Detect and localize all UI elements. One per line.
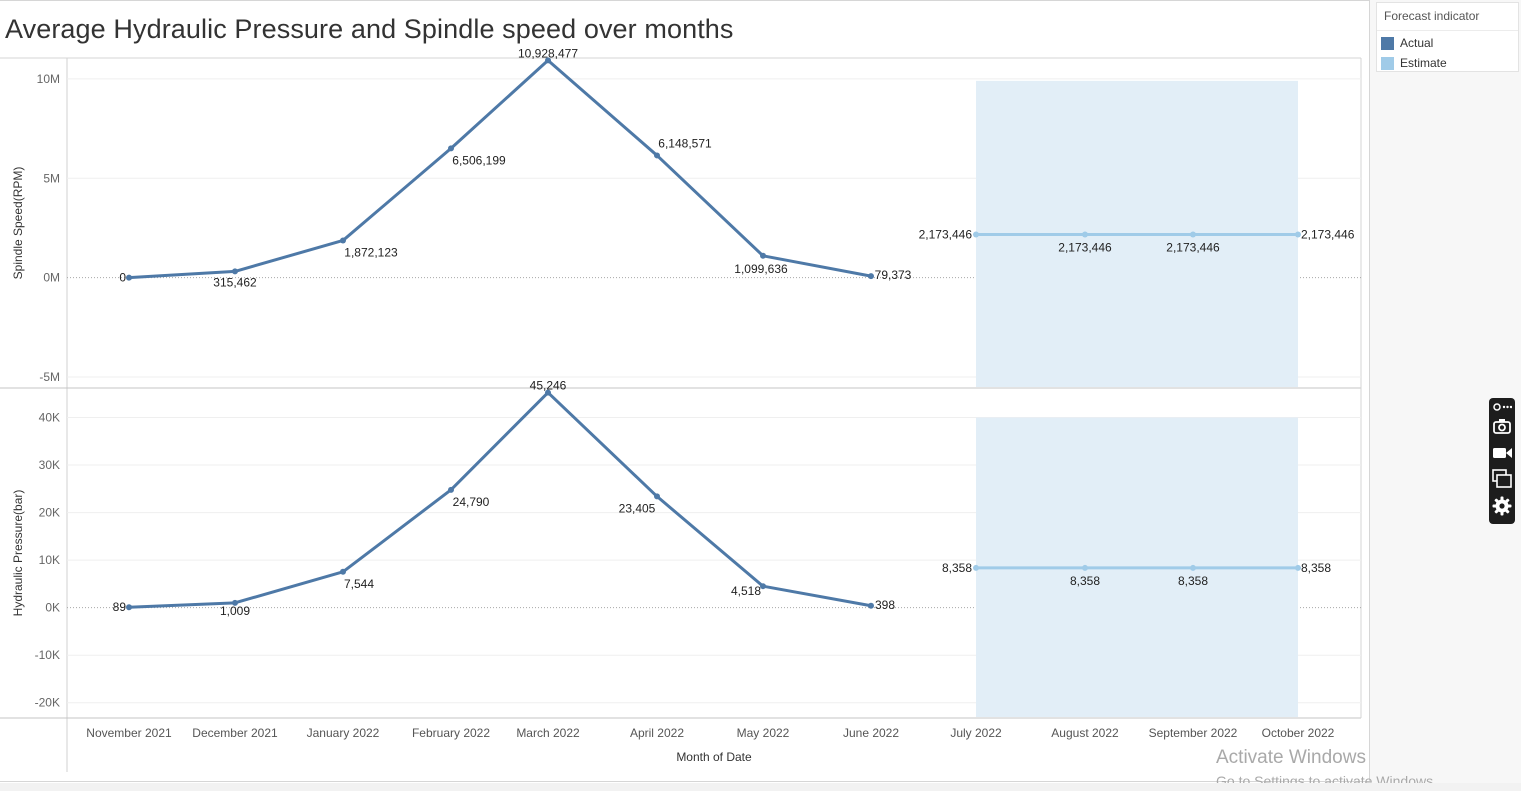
legend[interactable]: Forecast indicator Actual Estimate <box>1376 2 1519 72</box>
video-icon[interactable] <box>1492 443 1512 463</box>
side-panel <box>1370 0 1521 791</box>
estimate-point[interactable] <box>1082 564 1088 571</box>
actual-data-label: 6,506,199 <box>452 153 506 167</box>
estimate-point[interactable] <box>973 231 979 238</box>
actual-point[interactable] <box>232 268 238 275</box>
y-tick-label: -5M <box>39 370 60 384</box>
x-tick-label: October 2022 <box>1262 726 1335 740</box>
x-tick-label: July 2022 <box>950 726 1002 740</box>
estimate-data-label: 8,358 <box>942 561 972 575</box>
estimate-data-label: 2,173,446 <box>919 227 973 241</box>
y-tick-label: -20K <box>35 696 60 710</box>
actual-data-label: 4,518 <box>731 584 761 598</box>
actual-data-label: 1,009 <box>220 604 250 618</box>
capture-toolbar <box>1489 398 1515 524</box>
legend-item-estimate[interactable]: Estimate <box>1381 55 1447 71</box>
actual-data-label: 45,246 <box>530 379 567 393</box>
estimate-data-label: 8,358 <box>1178 574 1208 588</box>
actual-point[interactable] <box>340 568 346 575</box>
x-tick-label: January 2022 <box>307 726 380 740</box>
gear-icon[interactable] <box>1492 496 1512 516</box>
actual-data-label: 89 <box>113 600 127 614</box>
actual-data-label: 1,872,123 <box>344 245 398 259</box>
actual-point[interactable] <box>448 486 454 493</box>
actual-point[interactable] <box>545 57 551 64</box>
x-tick-label: May 2022 <box>737 726 790 740</box>
y-tick-label: 5M <box>43 171 60 185</box>
estimate-data-label: 2,173,446 <box>1058 240 1112 254</box>
window-icon[interactable] <box>1492 469 1512 489</box>
x-tick-label: April 2022 <box>630 726 684 740</box>
actual-swatch <box>1381 36 1394 50</box>
legend-label-actual: Actual <box>1400 36 1434 50</box>
legend-divider <box>1377 30 1518 31</box>
x-tick-label: December 2021 <box>192 726 278 740</box>
actual-data-label: 7,544 <box>344 577 374 591</box>
actual-data-label: 10,928,477 <box>518 46 578 60</box>
chart-title: Average Hydraulic Pressure and Spindle s… <box>5 14 734 44</box>
watermark-line1: Activate Windows <box>1216 747 1366 768</box>
y-tick-label: -10K <box>35 648 60 662</box>
actual-data-label: 79,373 <box>875 268 912 282</box>
legend-item-actual[interactable]: Actual <box>1381 35 1433 51</box>
estimate-point[interactable] <box>1190 231 1196 238</box>
actual-point[interactable] <box>126 604 132 611</box>
x-axis-title: Month of Date <box>676 750 752 764</box>
y-tick-label: 0M <box>43 271 60 285</box>
actual-point[interactable] <box>448 145 454 152</box>
estimate-point[interactable] <box>1295 564 1301 571</box>
actual-data-label: 23,405 <box>619 501 656 515</box>
y-tick-label: 20K <box>39 506 60 520</box>
actual-point[interactable] <box>340 237 346 244</box>
estimate-data-label: 2,173,446 <box>1166 240 1220 254</box>
estimate-swatch <box>1381 56 1394 70</box>
estimate-data-label: 8,358 <box>1070 574 1100 588</box>
camera-icon[interactable] <box>1492 416 1512 436</box>
y-tick-label: 30K <box>39 458 60 472</box>
actual-point[interactable] <box>126 274 132 281</box>
actual-point[interactable] <box>232 599 238 606</box>
actual-point[interactable] <box>760 252 766 259</box>
actual-data-label: 1,099,636 <box>734 262 788 276</box>
estimate-point[interactable] <box>973 564 979 571</box>
legend-label-estimate: Estimate <box>1400 56 1447 70</box>
actual-point[interactable] <box>760 583 766 590</box>
estimate-point[interactable] <box>1295 231 1301 238</box>
actual-point[interactable] <box>654 493 660 500</box>
estimate-point[interactable] <box>1082 231 1088 238</box>
x-tick-label: September 2022 <box>1149 726 1238 740</box>
estimate-data-label: 2,173,446 <box>1301 227 1355 241</box>
y-tick-label: 10M <box>37 72 60 86</box>
estimate-data-label: 8,358 <box>1301 561 1331 575</box>
pin-icon[interactable] <box>1492 400 1512 414</box>
estimate-point[interactable] <box>1190 564 1196 571</box>
y-tick-label: 10K <box>39 553 60 567</box>
x-tick-label: March 2022 <box>516 726 580 740</box>
actual-series-line[interactable] <box>128 58 872 280</box>
legend-title: Forecast indicator <box>1384 9 1480 23</box>
chart-canvas[interactable]: 10M 5M 0M -5M Spindle Speed(RPM) 0 315,462 1,87… <box>0 0 1370 782</box>
actual-point[interactable] <box>868 602 874 609</box>
y-tick-label: 0K <box>45 601 60 615</box>
x-tick-label: February 2022 <box>412 726 490 740</box>
bottom-scrollbar-track[interactable] <box>0 783 1521 791</box>
actual-point[interactable] <box>545 389 551 396</box>
actual-point[interactable] <box>868 273 874 280</box>
y-axis-title: Spindle Speed(RPM) <box>11 167 25 280</box>
actual-series-line[interactable] <box>128 391 872 609</box>
x-tick-label: August 2022 <box>1051 726 1119 740</box>
y-axis-title: Hydraulic Pressure(bar) <box>11 490 25 617</box>
actual-data-label: 6,148,571 <box>658 136 712 150</box>
y-tick-label: 40K <box>39 411 60 425</box>
dashboard-frame <box>0 0 1370 782</box>
actual-data-label: 398 <box>875 598 895 612</box>
actual-point[interactable] <box>654 152 660 159</box>
x-tick-label: November 2021 <box>86 726 172 740</box>
actual-data-label: 0 <box>119 271 126 285</box>
x-tick-label: June 2022 <box>843 726 899 740</box>
actual-data-label: 315,462 <box>213 275 257 289</box>
actual-data-label: 24,790 <box>453 495 490 509</box>
